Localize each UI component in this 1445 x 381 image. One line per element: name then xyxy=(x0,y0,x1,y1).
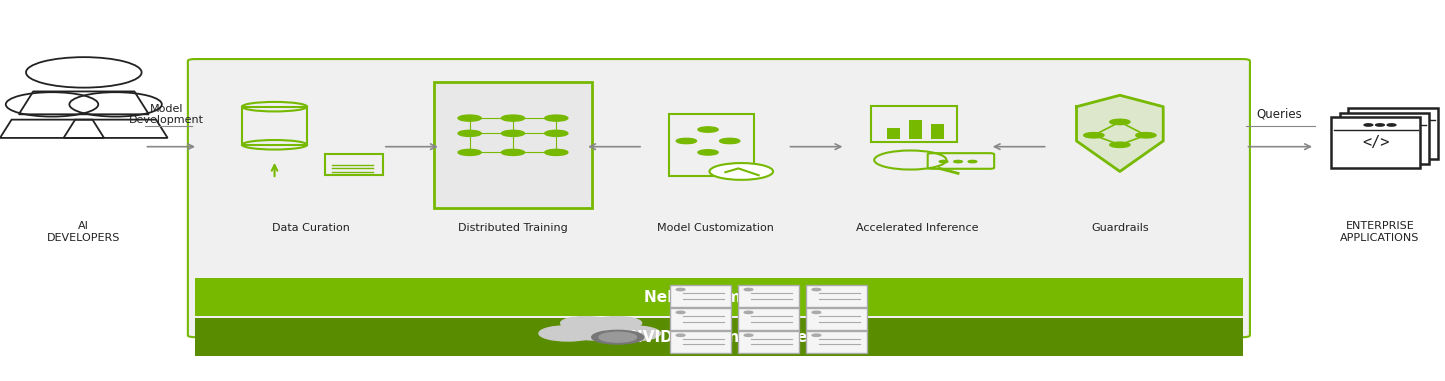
FancyBboxPatch shape xyxy=(1340,113,1429,164)
Text: Accelerated Inference: Accelerated Inference xyxy=(857,223,978,233)
Circle shape xyxy=(744,288,753,291)
Circle shape xyxy=(744,334,753,336)
Circle shape xyxy=(812,334,821,336)
Circle shape xyxy=(676,288,685,291)
FancyBboxPatch shape xyxy=(670,308,731,330)
Circle shape xyxy=(698,127,718,132)
Circle shape xyxy=(676,138,696,144)
Text: Distributed Training: Distributed Training xyxy=(458,223,568,233)
Text: NeMo Framework: NeMo Framework xyxy=(644,290,793,305)
FancyBboxPatch shape xyxy=(670,285,731,307)
FancyBboxPatch shape xyxy=(909,120,922,139)
Circle shape xyxy=(1110,119,1130,125)
Circle shape xyxy=(458,130,481,136)
FancyBboxPatch shape xyxy=(806,285,867,307)
Circle shape xyxy=(954,160,962,163)
Circle shape xyxy=(603,326,660,341)
Circle shape xyxy=(561,317,610,330)
Circle shape xyxy=(501,149,525,155)
FancyBboxPatch shape xyxy=(195,278,1243,316)
Circle shape xyxy=(592,317,642,330)
Text: AI
DEVELOPERS: AI DEVELOPERS xyxy=(48,221,120,243)
Circle shape xyxy=(545,130,568,136)
Circle shape xyxy=(559,319,640,340)
Circle shape xyxy=(501,130,525,136)
Circle shape xyxy=(1364,124,1373,126)
Circle shape xyxy=(812,311,821,314)
FancyBboxPatch shape xyxy=(549,333,650,339)
Circle shape xyxy=(1136,133,1156,138)
FancyBboxPatch shape xyxy=(887,128,900,139)
FancyBboxPatch shape xyxy=(434,82,592,208)
Circle shape xyxy=(545,149,568,155)
FancyBboxPatch shape xyxy=(670,331,731,353)
Circle shape xyxy=(709,163,773,180)
FancyBboxPatch shape xyxy=(188,59,1250,337)
Circle shape xyxy=(458,149,481,155)
FancyBboxPatch shape xyxy=(738,331,799,353)
FancyBboxPatch shape xyxy=(806,308,867,330)
Text: Guardrails: Guardrails xyxy=(1091,223,1149,233)
Text: ENTERPRISE
APPLICATIONS: ENTERPRISE APPLICATIONS xyxy=(1341,221,1419,243)
Circle shape xyxy=(458,115,481,121)
Circle shape xyxy=(592,330,643,344)
Circle shape xyxy=(720,138,740,144)
Circle shape xyxy=(812,288,821,291)
Text: NVIDIA AI Enterprise: NVIDIA AI Enterprise xyxy=(630,330,808,345)
Polygon shape xyxy=(1077,95,1163,171)
Circle shape xyxy=(598,332,636,342)
Circle shape xyxy=(1376,124,1384,126)
Circle shape xyxy=(545,115,568,121)
Circle shape xyxy=(698,150,718,155)
Circle shape xyxy=(968,160,977,163)
Circle shape xyxy=(676,334,685,336)
Circle shape xyxy=(1387,124,1396,126)
FancyBboxPatch shape xyxy=(738,285,799,307)
Text: Model
Development: Model Development xyxy=(129,104,204,125)
FancyBboxPatch shape xyxy=(931,124,944,139)
Text: Data Curation: Data Curation xyxy=(272,223,350,233)
Text: </>: </> xyxy=(1363,135,1389,150)
FancyBboxPatch shape xyxy=(195,318,1243,356)
Circle shape xyxy=(501,115,525,121)
FancyBboxPatch shape xyxy=(738,308,799,330)
FancyBboxPatch shape xyxy=(1348,108,1438,159)
Circle shape xyxy=(744,311,753,314)
FancyBboxPatch shape xyxy=(806,331,867,353)
Text: Model Customization: Model Customization xyxy=(657,223,773,233)
Circle shape xyxy=(1084,133,1104,138)
Circle shape xyxy=(1110,142,1130,147)
Text: Queries: Queries xyxy=(1256,108,1302,121)
Circle shape xyxy=(939,160,948,163)
FancyBboxPatch shape xyxy=(1331,117,1420,168)
Circle shape xyxy=(539,326,597,341)
Circle shape xyxy=(676,311,685,314)
